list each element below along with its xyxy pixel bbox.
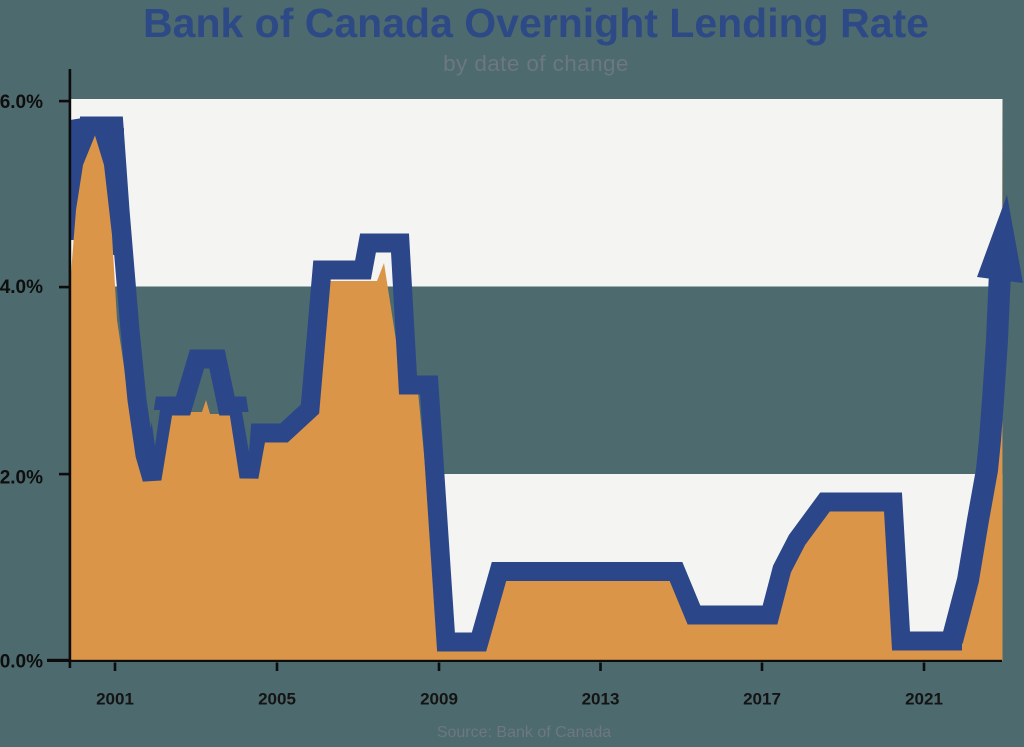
svg-text:by date of change: by date of change <box>443 51 629 76</box>
svg-text:2009: 2009 <box>420 690 458 709</box>
svg-text:Bank of Canada Overnight Lendi: Bank of Canada Overnight Lending Rate <box>143 0 929 46</box>
svg-text:6.0%: 6.0% <box>0 92 43 113</box>
svg-text:2005: 2005 <box>258 690 296 709</box>
svg-text:2013: 2013 <box>582 690 620 709</box>
svg-text:Source: Bank of Canada: Source: Bank of Canada <box>437 724 611 741</box>
svg-text:0.0%: 0.0% <box>0 652 43 673</box>
svg-text:2.0%: 2.0% <box>0 468 43 489</box>
svg-text:2021: 2021 <box>905 690 943 709</box>
svg-text:2001: 2001 <box>96 690 134 709</box>
svg-text:4.0%: 4.0% <box>0 277 43 298</box>
svg-text:2017: 2017 <box>743 690 781 709</box>
